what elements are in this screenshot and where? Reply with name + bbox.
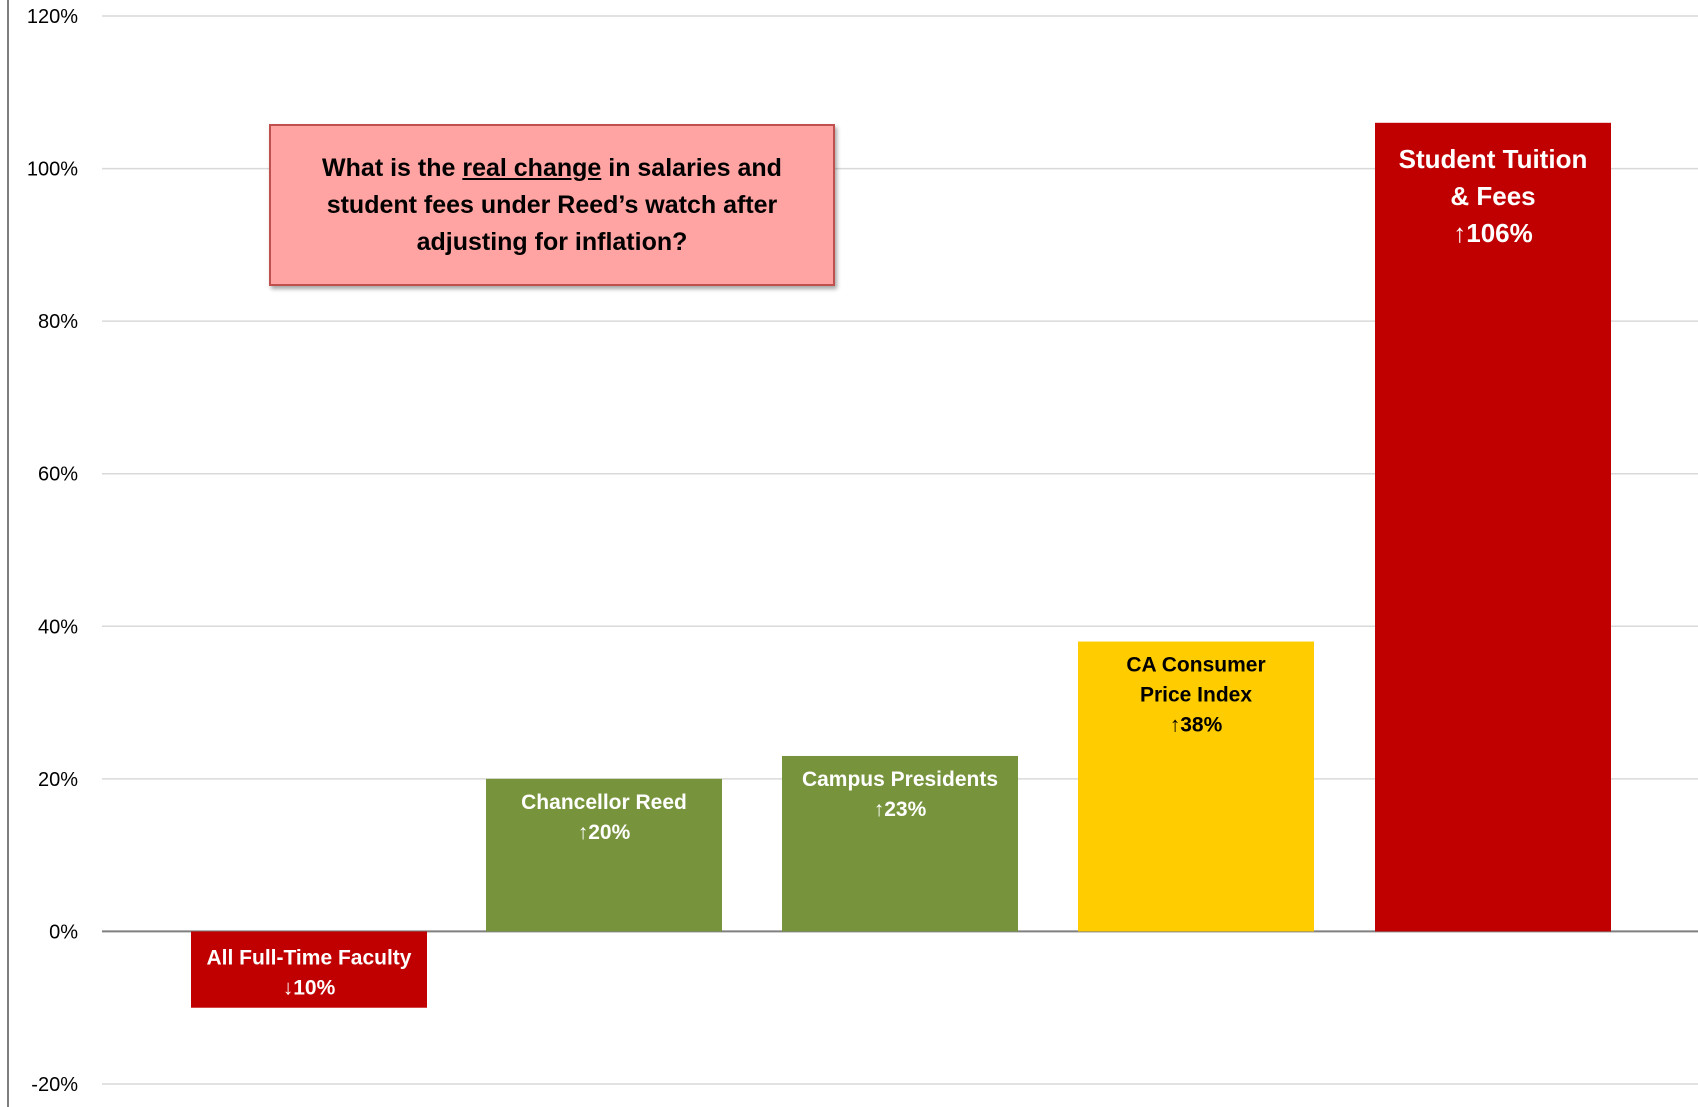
- bar-label: Chancellor Reed: [521, 791, 687, 814]
- bar-label: Student Tuition: [1399, 144, 1588, 174]
- y-tick-label: 40%: [38, 616, 78, 638]
- bar: [486, 778, 722, 932]
- bar-label: ↑38%: [1170, 714, 1223, 737]
- y-tick-labels: -20% 0% 20% 40% 60% 80% 100% 120%: [27, 6, 78, 1096]
- y-tick-label: 120%: [27, 6, 78, 28]
- bars: [191, 122, 1611, 1008]
- bar-label: CA Consumer: [1126, 654, 1265, 677]
- bar-label: ↓10%: [283, 976, 336, 999]
- callout-text-after: in salaries and student fees under Reed’…: [326, 153, 782, 256]
- bar-label: All Full-Time Faculty: [207, 946, 412, 969]
- callout-box: What is the real change in salaries and …: [269, 124, 835, 286]
- y-tick-label: 100%: [27, 159, 78, 181]
- y-tick-label: -20%: [31, 1074, 78, 1096]
- bar-label: Price Index: [1140, 684, 1252, 707]
- bar-label: Campus Presidents: [802, 768, 998, 791]
- y-tick-label: 60%: [38, 464, 78, 486]
- bar-labels: All Full-Time Faculty ↓10% Chancellor Reed…: [207, 144, 1588, 1000]
- bar: [1375, 122, 1611, 932]
- callout-text-before: What is the: [322, 153, 463, 182]
- bar-label: ↑20%: [578, 821, 631, 844]
- y-tick-label: 20%: [38, 769, 78, 791]
- bar-label: ↑106%: [1453, 218, 1533, 248]
- callout-text: What is the real change in salaries and …: [292, 150, 812, 261]
- y-tick-label: 0%: [49, 921, 78, 943]
- bar-label: & Fees: [1450, 181, 1535, 211]
- bar: [782, 755, 1018, 932]
- bar: [191, 931, 427, 1008]
- bar-label: ↑23%: [874, 798, 927, 821]
- bar: [1078, 641, 1314, 932]
- callout-text-underlined: real change: [462, 153, 602, 182]
- y-tick-label: 80%: [38, 311, 78, 333]
